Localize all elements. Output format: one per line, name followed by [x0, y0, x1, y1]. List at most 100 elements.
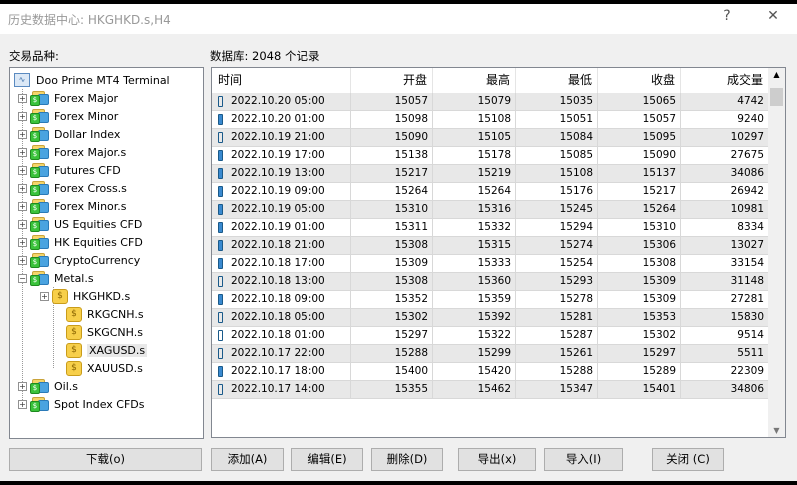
- import-button[interactable]: 导入(I): [544, 448, 623, 471]
- tree-group[interactable]: + $ Forex Minor: [18, 107, 118, 125]
- tree-group[interactable]: + $ Forex Cross.s: [18, 179, 127, 197]
- scroll-up-icon[interactable]: ▲: [773, 70, 780, 79]
- expand-icon[interactable]: +: [18, 255, 27, 265]
- history-table[interactable]: 时间 开盘 最高 最低 收盘 成交量 2022.10.20 05:00 15057 15079…: [211, 67, 786, 438]
- tree-symbol[interactable]: $ XAUUSD.s: [54, 359, 143, 377]
- time-value: 2022.10.20 01:00: [231, 113, 325, 125]
- tree-symbol[interactable]: $ RKGCNH.s: [54, 305, 144, 323]
- value-cell: 15176: [516, 183, 598, 201]
- expand-icon[interactable]: +: [18, 111, 27, 121]
- download-button[interactable]: 下载(o): [9, 448, 202, 471]
- expand-icon[interactable]: +: [18, 237, 27, 247]
- tree-group[interactable]: + $ Oil.s: [18, 377, 78, 395]
- table-row[interactable]: 2022.10.18 13:00 15308 15360 15293 15309 3114…: [212, 273, 769, 291]
- tree-group[interactable]: + $ Forex Major: [18, 89, 118, 107]
- tree-label: Dollar Index: [54, 127, 121, 141]
- tree-label: CryptoCurrency: [54, 253, 141, 267]
- table-row[interactable]: 2022.10.17 14:00 15355 15462 15347 15401 3480…: [212, 381, 769, 399]
- symbol-icon: $: [66, 306, 82, 322]
- table-row[interactable]: 2022.10.17 18:00 15400 15420 15288 15289 2230…: [212, 363, 769, 381]
- column-header[interactable]: 开盘: [351, 68, 433, 93]
- help-button[interactable]: ?: [723, 8, 731, 24]
- value-cell: 15278: [516, 291, 598, 309]
- column-header[interactable]: 最低: [516, 68, 598, 93]
- tree-group[interactable]: + $ HK Equities CFD: [18, 233, 143, 251]
- table-row[interactable]: 2022.10.18 01:00 15297 15322 15287 15302 9514: [212, 327, 769, 345]
- expand-icon[interactable]: +: [18, 93, 27, 103]
- tree-label: Doo Prime MT4 Terminal: [36, 73, 170, 87]
- tree-group[interactable]: + $ Futures CFD: [18, 161, 121, 179]
- value-cell: 15420: [433, 363, 516, 381]
- tree-group[interactable]: + $ CryptoCurrency: [18, 251, 140, 269]
- bearish-candle-icon: [218, 114, 223, 125]
- tree-group[interactable]: + $ US Equities CFD: [18, 215, 142, 233]
- close-button[interactable]: 关闭 (C): [652, 448, 724, 471]
- expand-icon[interactable]: +: [40, 291, 49, 301]
- edit-button[interactable]: 编辑(E): [291, 448, 363, 471]
- title-bar: 历史数据中心: HKGHKD.s,H4 ? ✕: [0, 4, 797, 34]
- expand-icon[interactable]: +: [18, 183, 27, 193]
- expand-icon[interactable]: +: [18, 381, 27, 391]
- table-row[interactable]: 2022.10.17 22:00 15288 15299 15261 15297 5511: [212, 345, 769, 363]
- table-row[interactable]: 2022.10.19 17:00 15138 15178 15085 15090 2767…: [212, 147, 769, 165]
- tree-group[interactable]: − $ Metal.s: [18, 269, 94, 287]
- tree-root[interactable]: ∿ Doo Prime MT4 Terminal: [14, 71, 170, 89]
- table-row[interactable]: 2022.10.20 05:00 15057 15079 15035 15065 4742: [212, 93, 769, 111]
- tree-group[interactable]: + $ Spot Index CFDs: [18, 395, 145, 413]
- table-row[interactable]: 2022.10.18 05:00 15302 15392 15281 15353 1583…: [212, 309, 769, 327]
- table-row[interactable]: 2022.10.20 01:00 15098 15108 15051 15057 9240: [212, 111, 769, 129]
- value-cell: 31148: [681, 273, 769, 291]
- tree-symbol[interactable]: $ XAGUSD.s: [54, 341, 148, 359]
- column-header[interactable]: 时间: [212, 68, 351, 93]
- symbol-tree[interactable]: ∿ Doo Prime MT4 Terminal + $ Forex Major + $ Fo…: [9, 67, 204, 439]
- symbol-icon: $: [66, 360, 82, 376]
- expand-icon[interactable]: +: [18, 399, 27, 409]
- tree-group[interactable]: + $ Forex Minor.s: [18, 197, 127, 215]
- tree-group[interactable]: + $ Dollar Index: [18, 125, 120, 143]
- expand-icon[interactable]: +: [18, 219, 27, 229]
- bearish-candle-icon: [218, 366, 223, 377]
- table-row[interactable]: 2022.10.18 17:00 15309 15333 15254 15308 3315…: [212, 255, 769, 273]
- collapse-icon[interactable]: −: [18, 273, 27, 283]
- delete-button[interactable]: 删除(D): [371, 448, 443, 471]
- time-cell: 2022.10.18 09:00: [212, 291, 351, 309]
- time-value: 2022.10.18 01:00: [231, 329, 325, 341]
- value-cell: 15401: [598, 381, 681, 399]
- time-cell: 2022.10.18 13:00: [212, 273, 351, 291]
- table-row[interactable]: 2022.10.19 13:00 15217 15219 15108 15137 3408…: [212, 165, 769, 183]
- table-row[interactable]: 2022.10.19 01:00 15311 15332 15294 15310 8334: [212, 219, 769, 237]
- bullish-candle-icon: [218, 348, 223, 359]
- expand-icon[interactable]: +: [18, 129, 27, 139]
- column-header[interactable]: 成交量: [681, 68, 769, 93]
- bullish-candle-icon: [218, 96, 223, 107]
- add-button[interactable]: 添加(A): [211, 448, 284, 471]
- scroll-thumb[interactable]: [770, 88, 783, 106]
- scroll-down-icon[interactable]: ▼: [773, 426, 780, 435]
- column-header[interactable]: 收盘: [598, 68, 681, 93]
- bullish-candle-icon: [218, 132, 223, 143]
- expand-icon[interactable]: +: [18, 201, 27, 211]
- value-cell: 15302: [598, 327, 681, 345]
- tree-group[interactable]: + $ Forex Major.s: [18, 143, 126, 161]
- value-cell: 9514: [681, 327, 769, 345]
- expand-icon[interactable]: +: [18, 147, 27, 157]
- tree-label: Forex Major: [54, 91, 119, 105]
- table-row[interactable]: 2022.10.18 09:00 15352 15359 15278 15309 2728…: [212, 291, 769, 309]
- table-row[interactable]: 2022.10.19 21:00 15090 15105 15084 15095 1029…: [212, 129, 769, 147]
- folder-icon: $: [30, 108, 50, 124]
- value-cell: 27675: [681, 147, 769, 165]
- time-cell: 2022.10.19 17:00: [212, 147, 351, 165]
- table-row[interactable]: 2022.10.19 09:00 15264 15264 15176 15217 2694…: [212, 183, 769, 201]
- vertical-scrollbar[interactable]: ▲ ▼: [768, 68, 785, 437]
- column-header[interactable]: 最高: [433, 68, 516, 93]
- tree-label: Futures CFD: [54, 163, 121, 177]
- value-cell: 15254: [516, 255, 598, 273]
- tree-symbol[interactable]: + $ HKGHKD.s: [40, 287, 130, 305]
- export-button[interactable]: 导出(x): [458, 448, 536, 471]
- close-window-button[interactable]: ✕: [767, 8, 779, 24]
- table-row[interactable]: 2022.10.18 21:00 15308 15315 15274 15306 1302…: [212, 237, 769, 255]
- expand-icon[interactable]: +: [18, 165, 27, 175]
- table-row[interactable]: 2022.10.19 05:00 15310 15316 15245 15264 1098…: [212, 201, 769, 219]
- tree-symbol[interactable]: $ SKGCNH.s: [54, 323, 143, 341]
- bullish-candle-icon: [218, 276, 223, 287]
